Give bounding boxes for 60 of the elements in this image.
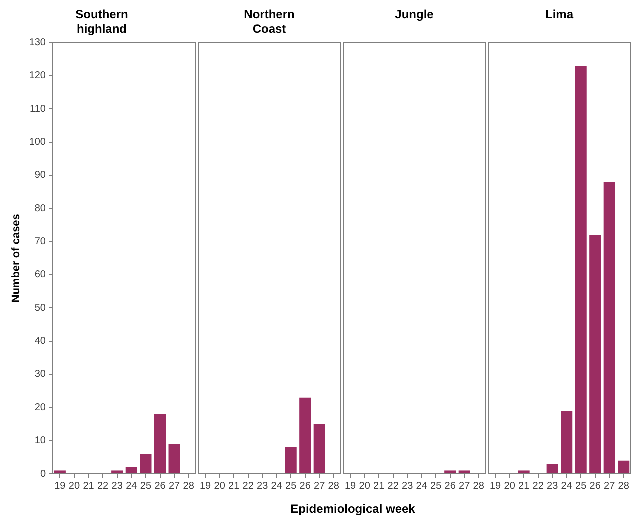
x-tick-label: 20 bbox=[359, 480, 371, 492]
y-tick-label: 60 bbox=[34, 270, 46, 281]
x-tick-label: 24 bbox=[561, 480, 573, 492]
y-axis-title: Number of cases bbox=[10, 214, 23, 303]
x-tick-label: 25 bbox=[140, 480, 152, 492]
x-axis-title: Epidemiological week bbox=[290, 502, 416, 516]
y-tick-label: 70 bbox=[34, 236, 46, 248]
x-tick-label: 21 bbox=[374, 480, 386, 492]
x-tick-label: 23 bbox=[257, 480, 269, 492]
x-tick-label: 20 bbox=[214, 480, 226, 492]
y-tick-label: 20 bbox=[34, 402, 46, 414]
x-tick-label: 19 bbox=[54, 480, 66, 492]
x-tick-label: 22 bbox=[97, 480, 110, 492]
x-tick-label: 19 bbox=[200, 480, 212, 492]
x-tick-label: 22 bbox=[242, 480, 254, 492]
x-tick-label: 22 bbox=[532, 480, 544, 492]
y-tick-label: 10 bbox=[34, 436, 46, 447]
x-tick-label: 26 bbox=[444, 480, 456, 492]
x-tick-label: 28 bbox=[328, 480, 340, 492]
x-tick-label: 28 bbox=[183, 480, 195, 492]
y-tick-label: 30 bbox=[34, 369, 46, 380]
x-tick-label: 19 bbox=[345, 480, 357, 492]
x-tick-label: 28 bbox=[473, 480, 485, 492]
x-tick-label: 28 bbox=[618, 480, 630, 492]
chart-title: Lima bbox=[545, 8, 574, 22]
x-tick-label: 23 bbox=[402, 480, 414, 492]
y-tick-label: 50 bbox=[34, 302, 46, 314]
y-tick-label: 80 bbox=[34, 203, 46, 214]
x-tick-label: 21 bbox=[518, 480, 530, 492]
chart-title: Jungle bbox=[395, 8, 434, 22]
x-tick-label: 27 bbox=[604, 480, 616, 492]
x-tick-label: 27 bbox=[314, 480, 326, 492]
x-tick-label: 25 bbox=[286, 480, 298, 492]
y-tick-label: 120 bbox=[29, 70, 46, 82]
x-tick-label: 23 bbox=[547, 480, 559, 492]
x-tick-label: 27 bbox=[459, 480, 471, 492]
x-tick-label: 21 bbox=[228, 480, 240, 492]
x-tick-label: 26 bbox=[300, 480, 312, 492]
x-tick-label: 20 bbox=[504, 480, 516, 492]
y-tick-label: 0 bbox=[40, 468, 46, 480]
x-tick-label: 20 bbox=[68, 480, 80, 492]
chart-title: Northern Coast bbox=[244, 8, 295, 36]
x-tick-label: 26 bbox=[154, 480, 166, 492]
x-tick-label: 19 bbox=[490, 480, 502, 492]
x-tick-label: 21 bbox=[83, 480, 95, 492]
x-tick-label: 24 bbox=[271, 480, 283, 492]
y-tick-label: 100 bbox=[29, 137, 46, 148]
x-tick-label: 24 bbox=[126, 480, 138, 492]
x-tick-label: 27 bbox=[168, 480, 181, 492]
x-tick-label: 25 bbox=[576, 480, 588, 492]
y-tick-label: 40 bbox=[34, 336, 46, 348]
x-tick-label: 22 bbox=[388, 480, 400, 492]
y-tick-label: 110 bbox=[30, 104, 46, 115]
x-tick-label: 26 bbox=[590, 480, 602, 492]
y-tick-label: 90 bbox=[34, 170, 46, 182]
chart-title: Southern highland bbox=[76, 8, 128, 36]
x-tick-label: 24 bbox=[416, 480, 428, 492]
x-tick-label: 23 bbox=[112, 480, 124, 492]
x-tick-label: 25 bbox=[430, 480, 442, 492]
y-tick-label: 130 bbox=[29, 38, 46, 49]
